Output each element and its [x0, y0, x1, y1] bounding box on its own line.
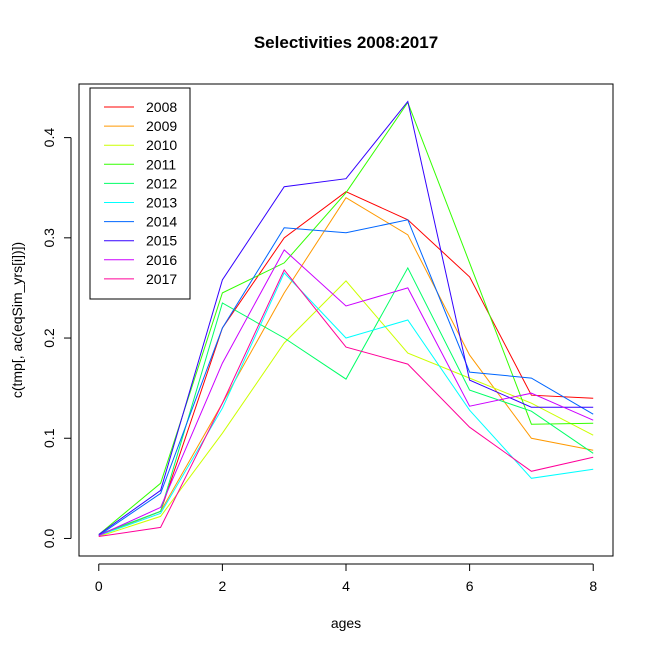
x-tick-label: 0	[95, 578, 103, 594]
y-axis-label: c(tmp[, ac(eqSim_yrs[i])])	[9, 242, 25, 398]
y-tick-label: 0.4	[41, 128, 57, 148]
series-line-2013	[98, 272, 594, 536]
x-tick-label: 6	[466, 578, 474, 594]
legend-label-2012: 2012	[146, 175, 177, 191]
y-tick-label: 0.1	[41, 428, 57, 448]
legend-label-2013: 2013	[146, 195, 177, 211]
legend-label-2017: 2017	[146, 271, 177, 287]
x-tick-label: 2	[218, 578, 226, 594]
legend-box	[89, 87, 191, 300]
legend-label-2014: 2014	[146, 214, 177, 230]
x-tick-label: 4	[342, 578, 350, 594]
series-line-2010	[98, 280, 594, 537]
legend-label-2016: 2016	[146, 252, 177, 268]
legend-label-2009: 2009	[146, 118, 177, 134]
legend-label-2010: 2010	[146, 137, 177, 153]
series-line-2008	[98, 191, 594, 536]
series-line-2015	[98, 100, 594, 535]
plot-frame	[78, 83, 614, 557]
series-line-2016	[98, 249, 594, 536]
legend-label-2015: 2015	[146, 233, 177, 249]
y-axis: 0.0 0.1 0.2 0.3 0.4	[41, 128, 72, 549]
y-tick-label: 0.0	[41, 529, 57, 549]
x-axis: 0 2 4 6 8	[95, 563, 597, 594]
y-tick-label: 0.3	[41, 228, 57, 248]
series-line-2017	[98, 268, 594, 537]
y-tick-label: 0.2	[41, 328, 57, 348]
series-line-2014	[98, 219, 594, 536]
series-line-2012	[98, 266, 594, 535]
series-line-2009	[98, 197, 594, 536]
x-axis-label: ages	[331, 615, 361, 631]
legend: 2008 2009 2010 2011 2012 2013 2014 2015 2016 2017	[89, 87, 191, 300]
series-lines	[98, 100, 594, 537]
legend-label-2008: 2008	[146, 99, 177, 115]
chart-title: Selectivities 2008:2017	[254, 33, 438, 52]
x-tick-label: 8	[589, 578, 597, 594]
legend-label-2011: 2011	[146, 156, 176, 172]
